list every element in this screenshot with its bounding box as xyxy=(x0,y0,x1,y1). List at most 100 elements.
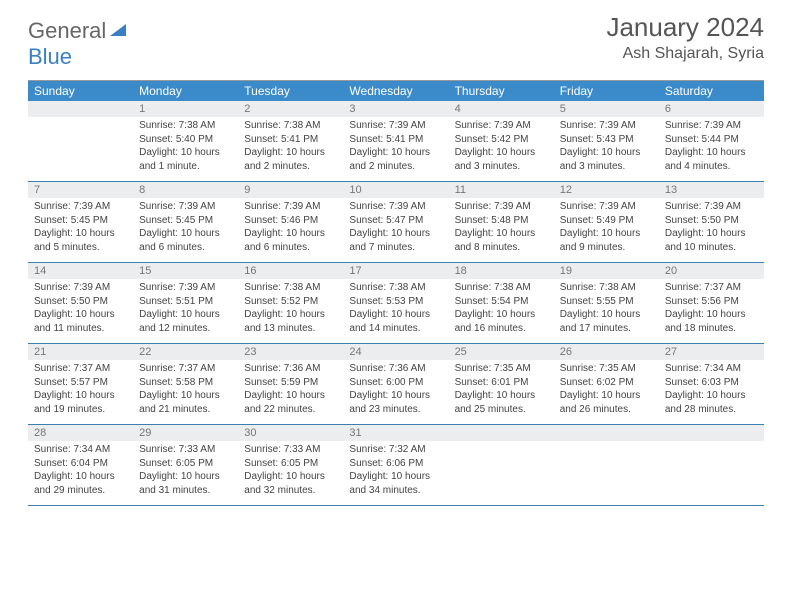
calendar-day-number: 1 xyxy=(133,101,238,117)
calendar-day-cell: 29Sunrise: 7:33 AMSunset: 6:05 PMDayligh… xyxy=(133,425,238,505)
calendar-day-number: 29 xyxy=(133,425,238,441)
calendar-day-number xyxy=(28,101,133,117)
calendar-day-cell xyxy=(554,425,659,505)
calendar-day-number: 6 xyxy=(659,101,764,117)
calendar-dayname: Monday xyxy=(133,81,238,101)
calendar-day-number: 20 xyxy=(659,263,764,279)
calendar-day-info: Sunrise: 7:35 AMSunset: 6:01 PMDaylight:… xyxy=(449,360,554,420)
calendar-day-cell: 26Sunrise: 7:35 AMSunset: 6:02 PMDayligh… xyxy=(554,344,659,424)
calendar-day-cell: 9Sunrise: 7:39 AMSunset: 5:46 PMDaylight… xyxy=(238,182,343,262)
calendar-week-row: 28Sunrise: 7:34 AMSunset: 6:04 PMDayligh… xyxy=(28,425,764,506)
calendar-day-info: Sunrise: 7:32 AMSunset: 6:06 PMDaylight:… xyxy=(343,441,448,501)
calendar-day-info: Sunrise: 7:39 AMSunset: 5:49 PMDaylight:… xyxy=(554,198,659,258)
calendar-day-info: Sunrise: 7:39 AMSunset: 5:50 PMDaylight:… xyxy=(659,198,764,258)
calendar-day-number: 28 xyxy=(28,425,133,441)
calendar-day-cell: 23Sunrise: 7:36 AMSunset: 5:59 PMDayligh… xyxy=(238,344,343,424)
calendar-day-info: Sunrise: 7:39 AMSunset: 5:44 PMDaylight:… xyxy=(659,117,764,177)
calendar-day-info: Sunrise: 7:38 AMSunset: 5:41 PMDaylight:… xyxy=(238,117,343,177)
calendar-day-cell: 11Sunrise: 7:39 AMSunset: 5:48 PMDayligh… xyxy=(449,182,554,262)
calendar-day-number xyxy=(449,425,554,441)
calendar-day-info: Sunrise: 7:38 AMSunset: 5:55 PMDaylight:… xyxy=(554,279,659,339)
calendar-day-cell: 27Sunrise: 7:34 AMSunset: 6:03 PMDayligh… xyxy=(659,344,764,424)
calendar-day-info: Sunrise: 7:39 AMSunset: 5:47 PMDaylight:… xyxy=(343,198,448,258)
calendar-day-number: 15 xyxy=(133,263,238,279)
brand-logo: General Blue xyxy=(28,12,128,70)
calendar-dayname: Thursday xyxy=(449,81,554,101)
page-header: General Blue January 2024 Ash Shajarah, … xyxy=(28,12,764,70)
calendar-day-info: Sunrise: 7:39 AMSunset: 5:45 PMDaylight:… xyxy=(28,198,133,258)
calendar-day-cell: 24Sunrise: 7:36 AMSunset: 6:00 PMDayligh… xyxy=(343,344,448,424)
calendar-day-number: 14 xyxy=(28,263,133,279)
calendar-day-info: Sunrise: 7:37 AMSunset: 5:56 PMDaylight:… xyxy=(659,279,764,339)
calendar-day-info: Sunrise: 7:39 AMSunset: 5:41 PMDaylight:… xyxy=(343,117,448,177)
calendar-day-number: 31 xyxy=(343,425,448,441)
page-subtitle: Ash Shajarah, Syria xyxy=(606,45,764,63)
calendar-day-number: 13 xyxy=(659,182,764,198)
calendar-daynames-row: SundayMondayTuesdayWednesdayThursdayFrid… xyxy=(28,81,764,101)
calendar-day-cell xyxy=(449,425,554,505)
calendar-day-info: Sunrise: 7:38 AMSunset: 5:52 PMDaylight:… xyxy=(238,279,343,339)
calendar-day-cell: 4Sunrise: 7:39 AMSunset: 5:42 PMDaylight… xyxy=(449,101,554,181)
calendar-day-info: Sunrise: 7:38 AMSunset: 5:40 PMDaylight:… xyxy=(133,117,238,177)
calendar-day-info: Sunrise: 7:38 AMSunset: 5:54 PMDaylight:… xyxy=(449,279,554,339)
calendar-day-cell: 30Sunrise: 7:33 AMSunset: 6:05 PMDayligh… xyxy=(238,425,343,505)
calendar-day-cell: 31Sunrise: 7:32 AMSunset: 6:06 PMDayligh… xyxy=(343,425,448,505)
calendar-day-cell: 20Sunrise: 7:37 AMSunset: 5:56 PMDayligh… xyxy=(659,263,764,343)
logo-word-2: Blue xyxy=(28,44,72,69)
calendar-day-cell: 28Sunrise: 7:34 AMSunset: 6:04 PMDayligh… xyxy=(28,425,133,505)
calendar-day-info: Sunrise: 7:39 AMSunset: 5:46 PMDaylight:… xyxy=(238,198,343,258)
calendar-day-number: 30 xyxy=(238,425,343,441)
calendar-day-cell: 3Sunrise: 7:39 AMSunset: 5:41 PMDaylight… xyxy=(343,101,448,181)
logo-sail-icon xyxy=(108,18,128,44)
calendar-dayname: Tuesday xyxy=(238,81,343,101)
calendar-day-number: 23 xyxy=(238,344,343,360)
calendar-day-info: Sunrise: 7:37 AMSunset: 5:57 PMDaylight:… xyxy=(28,360,133,420)
calendar: SundayMondayTuesdayWednesdayThursdayFrid… xyxy=(28,80,764,506)
calendar-day-info: Sunrise: 7:38 AMSunset: 5:53 PMDaylight:… xyxy=(343,279,448,339)
calendar-day-number: 22 xyxy=(133,344,238,360)
calendar-day-cell: 18Sunrise: 7:38 AMSunset: 5:54 PMDayligh… xyxy=(449,263,554,343)
calendar-day-number: 24 xyxy=(343,344,448,360)
calendar-day-number: 12 xyxy=(554,182,659,198)
calendar-day-number: 3 xyxy=(343,101,448,117)
calendar-dayname: Wednesday xyxy=(343,81,448,101)
calendar-day-number: 26 xyxy=(554,344,659,360)
calendar-day-cell: 2Sunrise: 7:38 AMSunset: 5:41 PMDaylight… xyxy=(238,101,343,181)
calendar-day-info: Sunrise: 7:39 AMSunset: 5:51 PMDaylight:… xyxy=(133,279,238,339)
calendar-day-info: Sunrise: 7:37 AMSunset: 5:58 PMDaylight:… xyxy=(133,360,238,420)
calendar-week-row: 21Sunrise: 7:37 AMSunset: 5:57 PMDayligh… xyxy=(28,344,764,425)
calendar-day-info: Sunrise: 7:36 AMSunset: 6:00 PMDaylight:… xyxy=(343,360,448,420)
calendar-day-number: 9 xyxy=(238,182,343,198)
page-title: January 2024 xyxy=(606,12,764,43)
calendar-dayname: Sunday xyxy=(28,81,133,101)
calendar-day-number: 25 xyxy=(449,344,554,360)
calendar-day-number: 5 xyxy=(554,101,659,117)
calendar-day-cell: 6Sunrise: 7:39 AMSunset: 5:44 PMDaylight… xyxy=(659,101,764,181)
calendar-dayname: Saturday xyxy=(659,81,764,101)
calendar-day-cell: 1Sunrise: 7:38 AMSunset: 5:40 PMDaylight… xyxy=(133,101,238,181)
calendar-day-info: Sunrise: 7:33 AMSunset: 6:05 PMDaylight:… xyxy=(133,441,238,501)
logo-word-1: General xyxy=(28,18,106,43)
calendar-day-info: Sunrise: 7:35 AMSunset: 6:02 PMDaylight:… xyxy=(554,360,659,420)
calendar-day-number: 2 xyxy=(238,101,343,117)
calendar-day-number: 27 xyxy=(659,344,764,360)
calendar-dayname: Friday xyxy=(554,81,659,101)
calendar-day-number xyxy=(554,425,659,441)
calendar-day-cell: 25Sunrise: 7:35 AMSunset: 6:01 PMDayligh… xyxy=(449,344,554,424)
calendar-day-info: Sunrise: 7:34 AMSunset: 6:04 PMDaylight:… xyxy=(28,441,133,501)
calendar-day-cell: 13Sunrise: 7:39 AMSunset: 5:50 PMDayligh… xyxy=(659,182,764,262)
calendar-day-number: 7 xyxy=(28,182,133,198)
calendar-day-info: Sunrise: 7:36 AMSunset: 5:59 PMDaylight:… xyxy=(238,360,343,420)
calendar-day-cell: 12Sunrise: 7:39 AMSunset: 5:49 PMDayligh… xyxy=(554,182,659,262)
calendar-day-cell: 14Sunrise: 7:39 AMSunset: 5:50 PMDayligh… xyxy=(28,263,133,343)
calendar-day-number: 10 xyxy=(343,182,448,198)
calendar-day-cell: 8Sunrise: 7:39 AMSunset: 5:45 PMDaylight… xyxy=(133,182,238,262)
calendar-day-info: Sunrise: 7:39 AMSunset: 5:42 PMDaylight:… xyxy=(449,117,554,177)
calendar-day-number: 8 xyxy=(133,182,238,198)
calendar-day-number: 11 xyxy=(449,182,554,198)
calendar-day-number: 18 xyxy=(449,263,554,279)
calendar-day-info: Sunrise: 7:34 AMSunset: 6:03 PMDaylight:… xyxy=(659,360,764,420)
calendar-day-cell: 19Sunrise: 7:38 AMSunset: 5:55 PMDayligh… xyxy=(554,263,659,343)
calendar-week-row: 1Sunrise: 7:38 AMSunset: 5:40 PMDaylight… xyxy=(28,101,764,182)
calendar-day-cell: 10Sunrise: 7:39 AMSunset: 5:47 PMDayligh… xyxy=(343,182,448,262)
